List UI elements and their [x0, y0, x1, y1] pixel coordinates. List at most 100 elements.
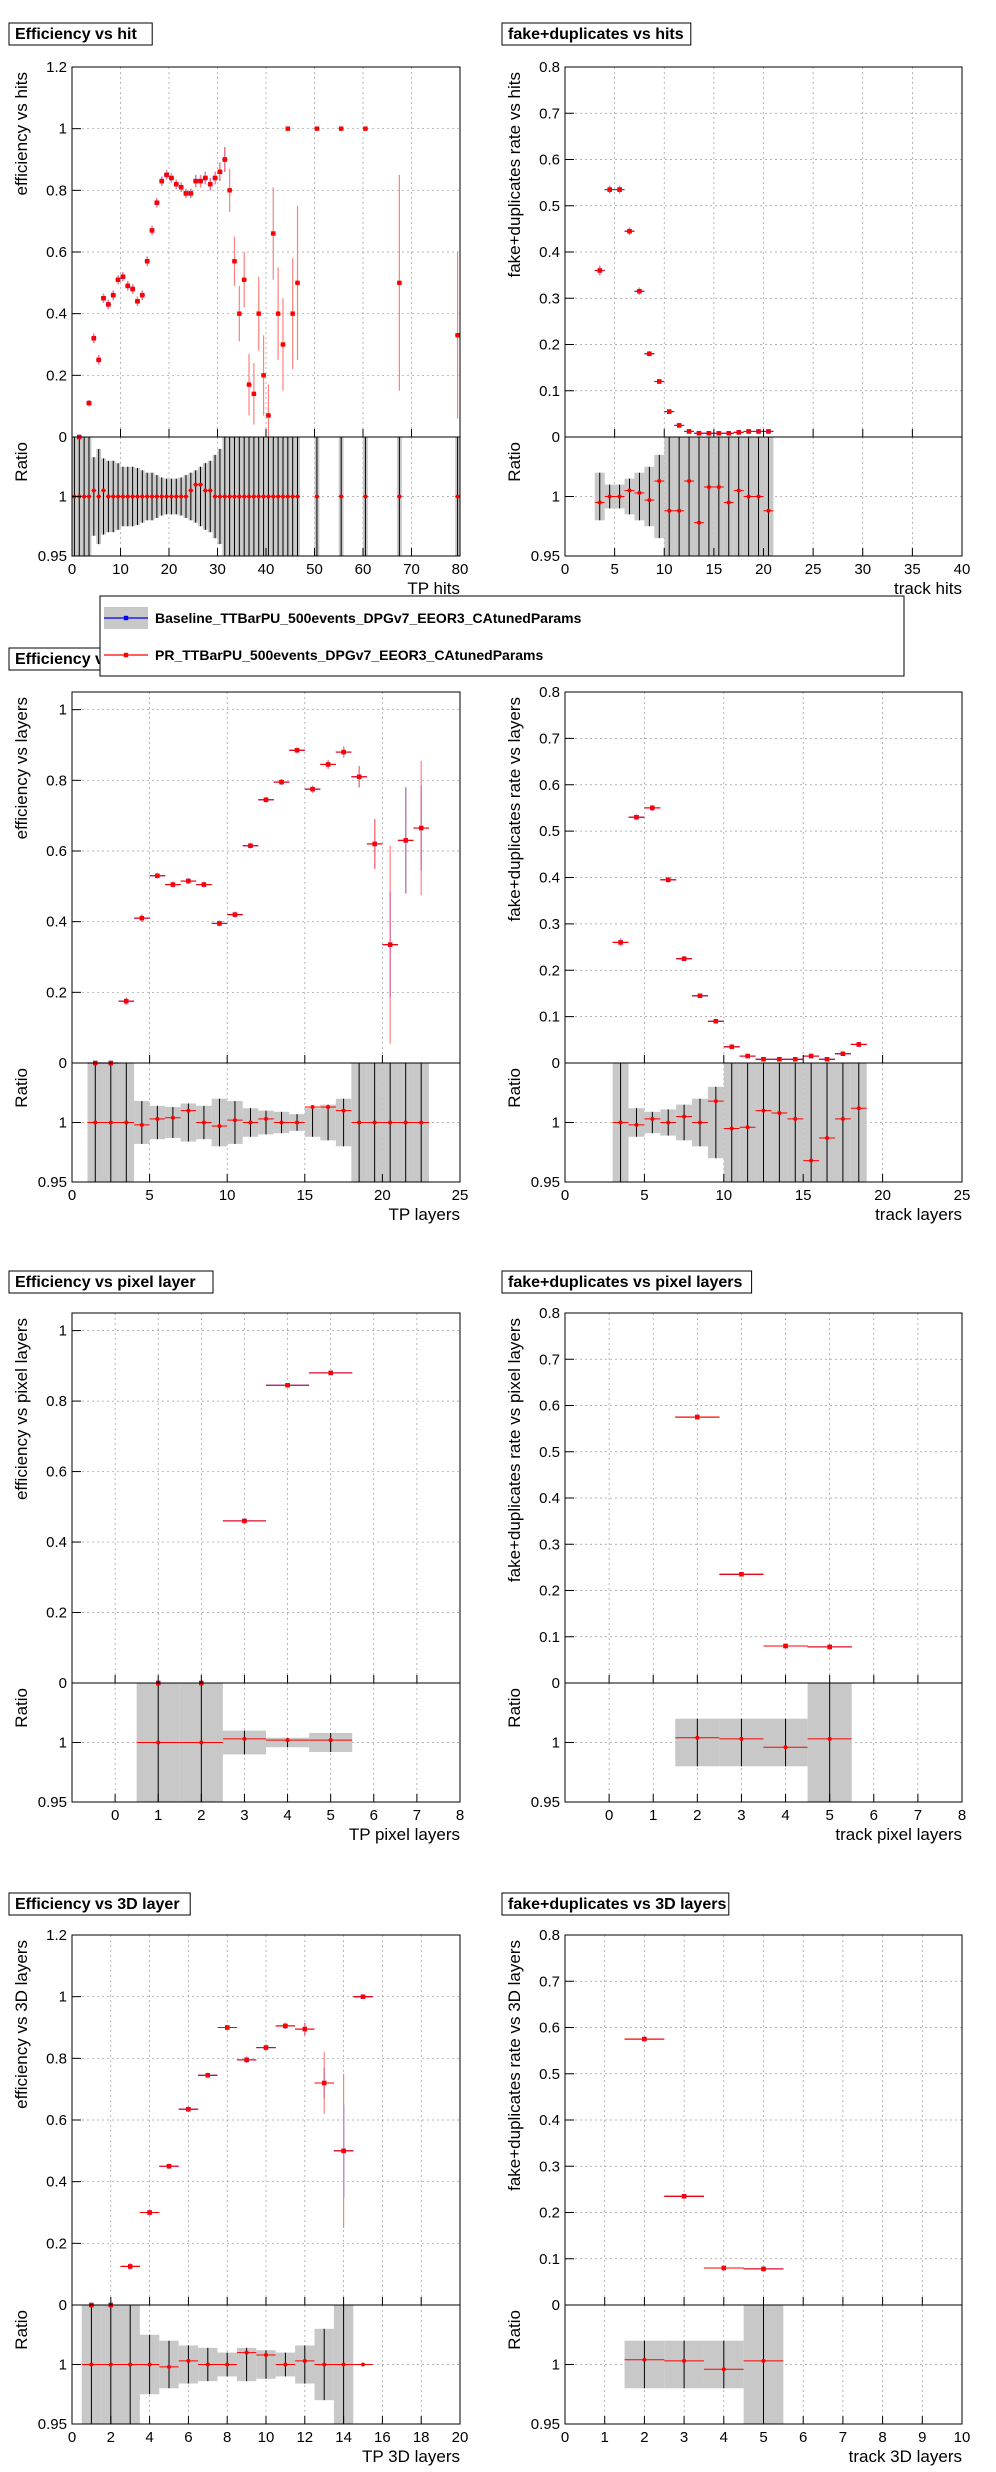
ratio-point: [642, 2357, 647, 2362]
x-tick-label: 30: [209, 561, 226, 578]
x-tick-label: 2: [693, 1807, 701, 1824]
ratio-point: [634, 1122, 639, 1127]
x-tick-label: 8: [223, 2429, 231, 2446]
y-tick-label: 0.5: [539, 1444, 560, 1461]
y-tick-label: 0: [552, 2297, 560, 2314]
y-tick-label: 0.4: [46, 914, 67, 931]
y-tick-label: 0.1: [539, 2251, 560, 2268]
ratio-point: [150, 494, 155, 499]
data-point: [634, 815, 639, 820]
data-point: [169, 175, 174, 181]
ratio-point: [266, 494, 271, 499]
ratio-point: [302, 2358, 307, 2363]
ratio-point: [745, 1125, 750, 1130]
x-tick-label: 9: [918, 2429, 926, 2446]
x-tick-label: 40: [954, 561, 971, 578]
ratio-point: [147, 2362, 152, 2367]
y-tick-label: 0.1: [539, 383, 560, 400]
ratio-point: [82, 494, 87, 499]
ratio-point: [777, 1110, 782, 1115]
ratio-point: [607, 494, 612, 499]
ratio-point: [326, 1105, 331, 1110]
ratio-point: [682, 2358, 687, 2363]
y-tick-label: 1: [59, 702, 67, 719]
ratio-axis-label: Ratio: [12, 1068, 31, 1108]
ratio-point: [251, 494, 256, 499]
ratio-point: [213, 494, 218, 499]
y-tick-label: 0.4: [46, 2174, 67, 2191]
data-point: [193, 178, 198, 184]
data-point: [745, 1053, 750, 1059]
ratio-point: [170, 1115, 175, 1120]
data-point: [739, 1572, 744, 1577]
y-tick-label: 0.5: [539, 823, 560, 840]
x-tick-label: 0: [561, 2429, 569, 2446]
data-point: [455, 333, 460, 338]
legend-label: PR_TTBarPU_500events_DPGv7_EEOR3_CAtuned…: [155, 647, 543, 663]
x-tick-label: 7: [914, 1807, 922, 1824]
data-point: [808, 1053, 814, 1059]
y-tick-label: 0.8: [46, 772, 67, 789]
ratio-point: [169, 494, 174, 499]
legend: Baseline_TTBarPU_500events_DPGv7_EEOR3_C…: [99, 595, 905, 677]
data-point: [279, 779, 284, 785]
x-tick-label: 5: [759, 2429, 767, 2446]
x-tick-label: 8: [878, 2429, 886, 2446]
data-point: [261, 373, 266, 378]
ratio-point: [825, 1135, 830, 1140]
data-point: [174, 181, 179, 187]
ratio-point: [186, 1108, 191, 1113]
data-point: [154, 200, 160, 205]
ratio-point: [111, 494, 116, 499]
data-point: [419, 825, 424, 831]
x-axis-label: track layers: [875, 1205, 962, 1224]
ratio-point: [101, 488, 106, 493]
y-tick-label: 0.8: [539, 1927, 560, 1944]
x-tick-label: 15: [706, 561, 723, 578]
y-tick-label: 0.8: [539, 684, 560, 701]
data-point: [178, 185, 184, 190]
data-point: [208, 181, 213, 187]
y-tick-label: 0: [59, 429, 67, 446]
ratio-point: [827, 1736, 832, 1741]
ratio-point: [93, 1120, 98, 1125]
data-point: [314, 126, 320, 131]
data-point: [248, 843, 253, 848]
x-tick-label: 3: [680, 2429, 688, 2446]
x-tick-label: 20: [374, 1187, 391, 1204]
ratio-point: [285, 1738, 290, 1743]
x-tick-label: 10: [656, 561, 673, 578]
ratio-y-tick-label: 1: [552, 2357, 560, 2374]
legend-marker: [123, 615, 129, 621]
ratio-point: [283, 2362, 288, 2367]
data-point: [824, 1057, 830, 1062]
x-axis-label: TP layers: [389, 1205, 461, 1224]
data-point: [793, 1057, 798, 1062]
y-tick-label: 0.4: [539, 2112, 560, 2129]
x-axis-label: track pixel layers: [835, 1825, 962, 1844]
ratio-point: [713, 1099, 718, 1104]
ratio-point: [455, 494, 460, 499]
y-tick-label: 0.7: [539, 730, 560, 747]
x-tick-label: 1: [154, 1807, 162, 1824]
ratio-y-tick-label: 1: [59, 2357, 67, 2374]
x-tick-label: 3: [737, 1807, 745, 1824]
data-point: [627, 228, 632, 234]
chart-title: fake+duplicates vs hits: [508, 26, 684, 43]
y-tick-label: 0.6: [539, 152, 560, 169]
x-tick-label: 1: [649, 1807, 657, 1824]
y-tick-label: 0: [59, 1055, 67, 1072]
data-point: [149, 228, 155, 233]
data-point: [783, 1643, 788, 1649]
x-tick-label: 0: [68, 2429, 76, 2446]
data-point: [251, 391, 257, 397]
ratio-y-tick-label: 1: [59, 489, 67, 506]
ratio-point: [341, 2362, 346, 2367]
ratio-point: [280, 494, 285, 499]
y-tick-label: 0.3: [539, 916, 560, 933]
data-point: [96, 357, 101, 363]
data-point: [325, 762, 331, 767]
data-point: [290, 311, 295, 316]
x-tick-label: 80: [452, 561, 469, 578]
